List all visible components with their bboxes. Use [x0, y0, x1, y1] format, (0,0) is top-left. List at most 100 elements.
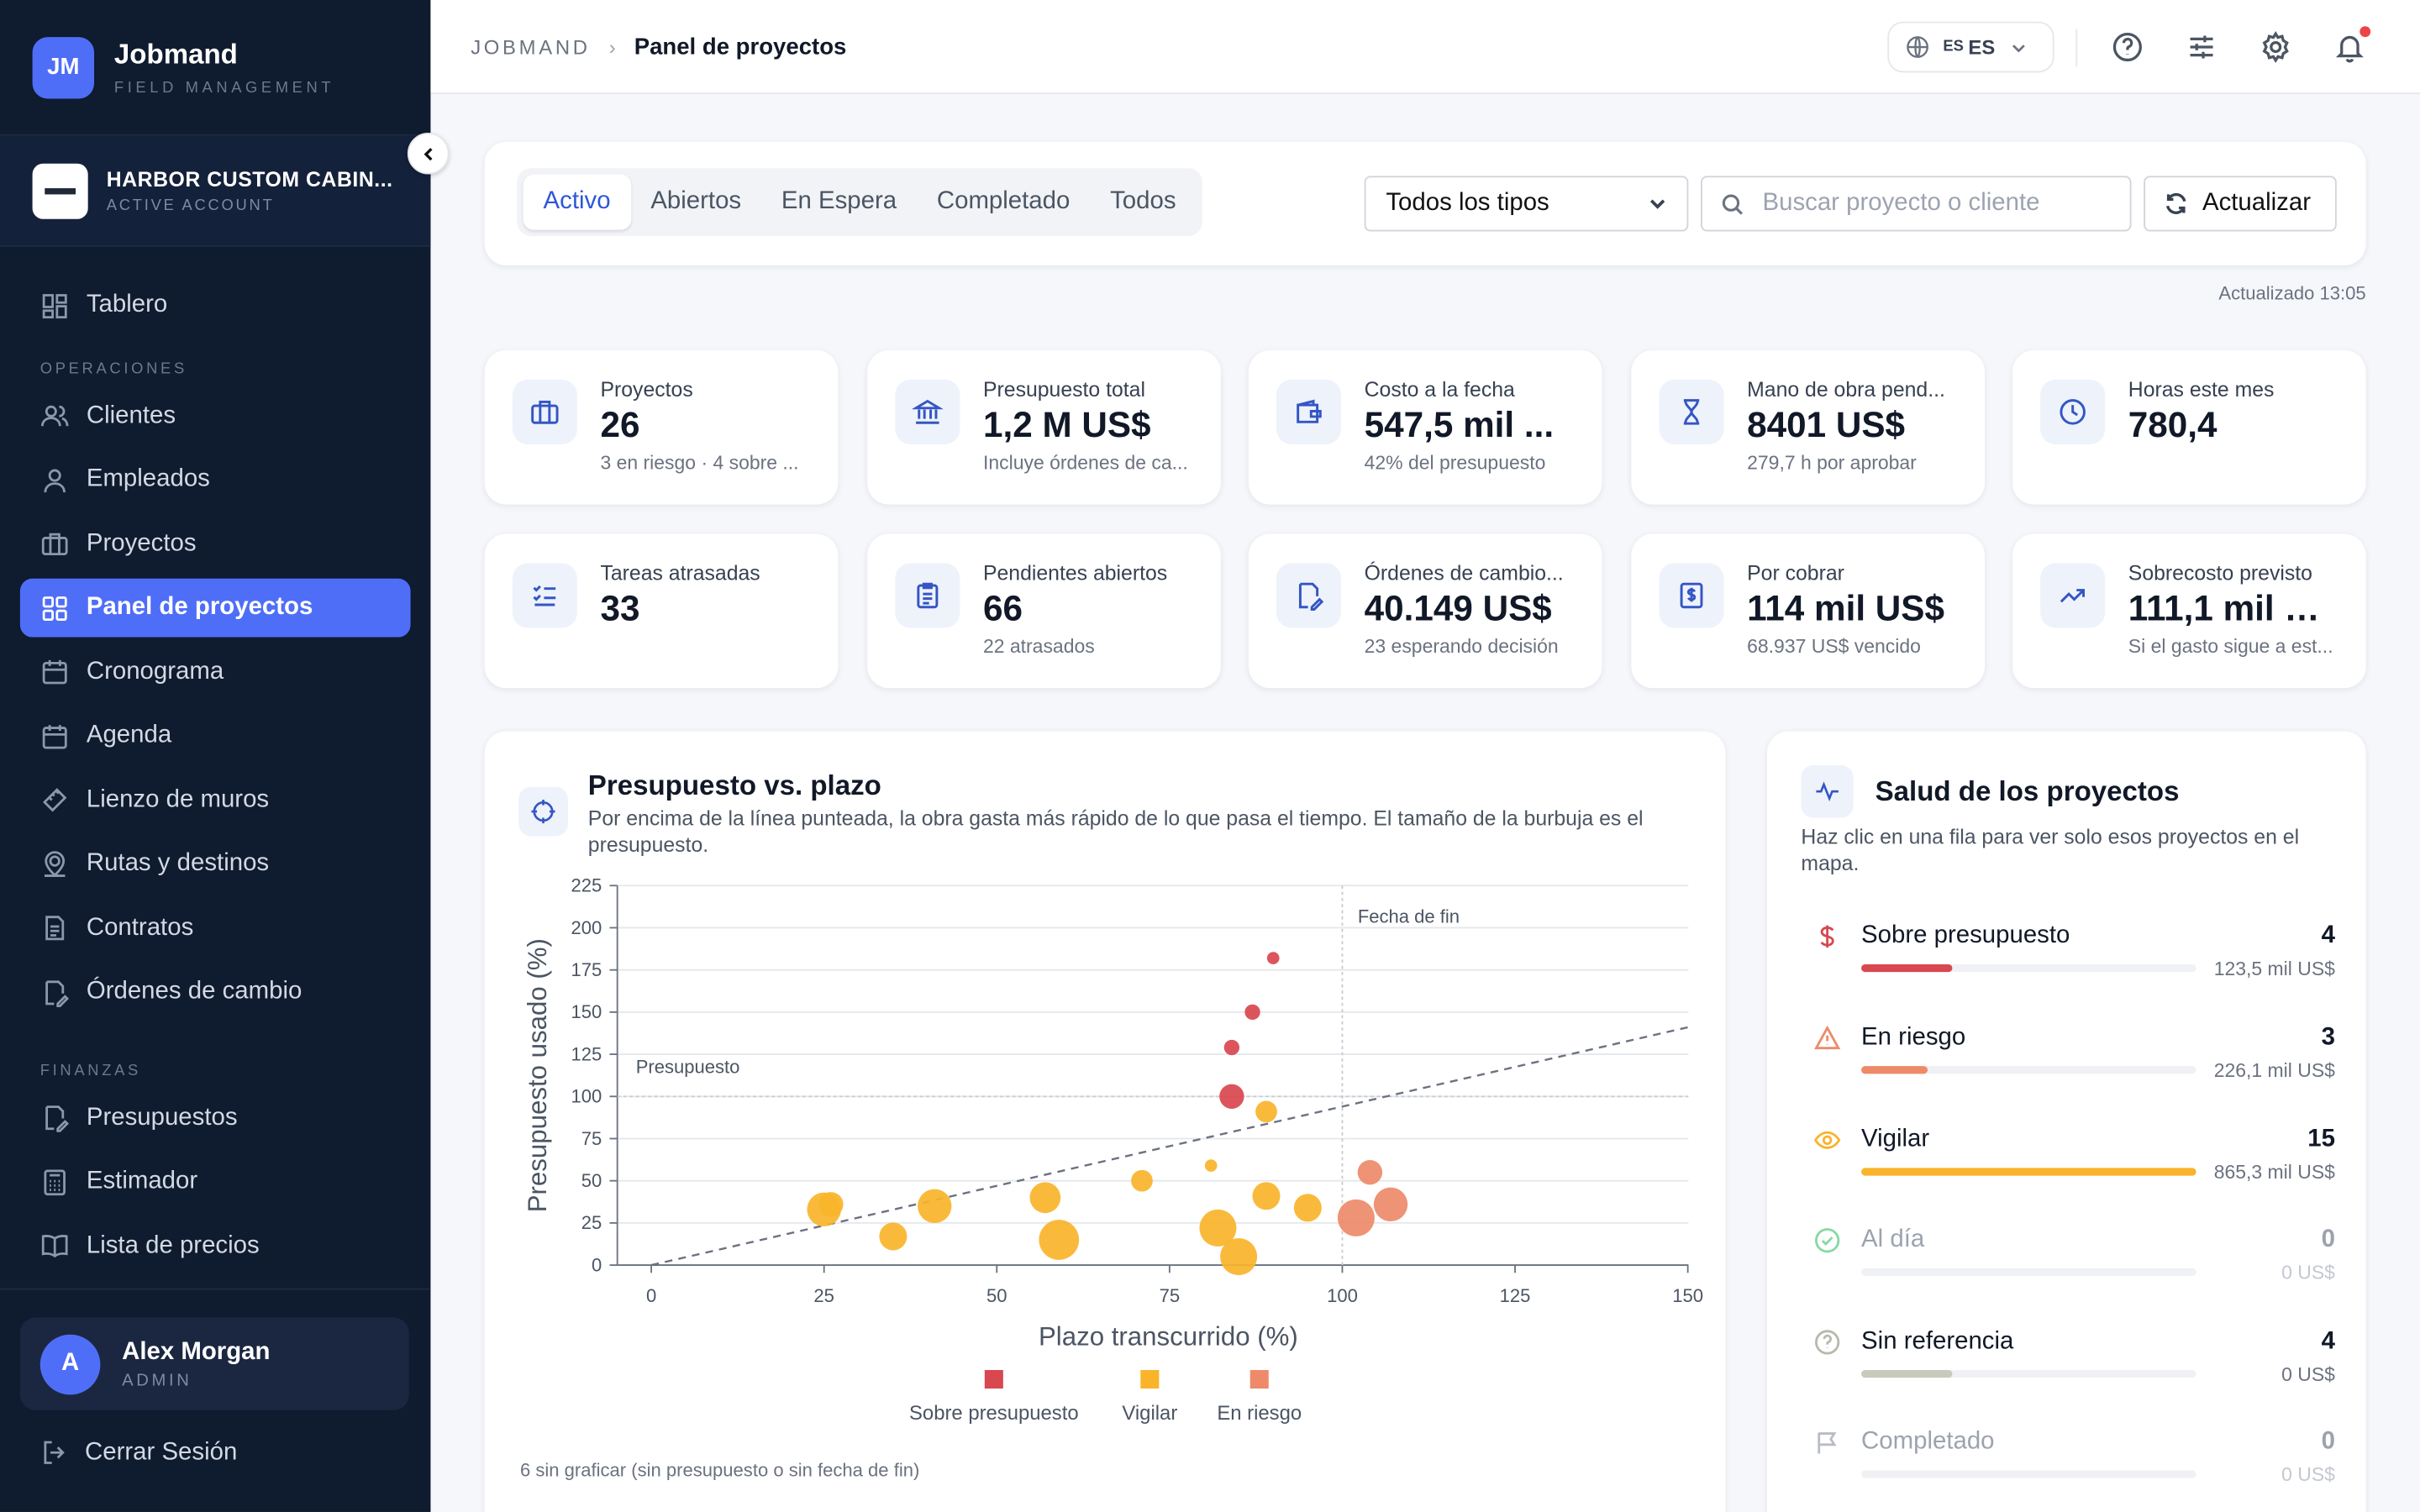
sidebar-item-cronograma[interactable]: Cronograma — [20, 643, 411, 701]
language-selector[interactable]: ES ES — [1887, 21, 2054, 73]
sidebar-item-lista-de-precios[interactable]: Lista de precios — [20, 1216, 411, 1275]
sidebar-item-proyectos[interactable]: Proyectos — [20, 515, 411, 574]
kpi-value: 114 mil US$ — [1747, 587, 1944, 628]
kpi-value: 780,4 — [2128, 404, 2217, 444]
logout-button[interactable]: Cerrar Sesión — [40, 1438, 237, 1467]
ruler-icon — [43, 788, 67, 812]
x-tick-label: 50 — [986, 1285, 1007, 1306]
health-row-al-dia[interactable]: Al día 0 0 US$ — [1801, 1226, 2335, 1304]
user-card[interactable]: A Alex Morgan ADMIN — [19, 1317, 409, 1410]
health-row-completado[interactable]: Completado 0 0 US$ — [1801, 1428, 2335, 1506]
health-row-track — [1861, 1066, 2196, 1074]
sidebar-item-panel-de-proyectos[interactable]: Panel de proyectos — [19, 578, 411, 638]
briefcase-icon — [41, 533, 68, 556]
kpi-card-pendientes-abiertos[interactable]: Pendientes abiertos 66 22 atrasados — [867, 533, 1221, 689]
kpi-label: Presupuesto total — [982, 377, 1145, 402]
scatter-chart: 0 25 50 75 100 125 150 175 200 225 0 25 50 75 100 125 15… — [523, 875, 1703, 1425]
tab-abiertos[interactable]: Abiertos — [650, 188, 742, 215]
language-code: ES — [1968, 35, 1996, 59]
sidebar-item-estimador[interactable]: Estimador — [20, 1152, 411, 1211]
type-select[interactable]: Todos los tipos — [1364, 176, 1689, 232]
kpi-card-presupuesto-total[interactable]: Presupuesto total 1,2 M US$ Incluye órde… — [867, 349, 1221, 505]
health-row-en-riesgo[interactable]: En riesgo 3 226,1 mil US$ — [1801, 1024, 2335, 1102]
kpi-sub: Incluye órdenes de ca... — [982, 452, 1188, 474]
sidebar-nav: Tablero OPERACIONES Clientes Empleados P… — [0, 276, 430, 1275]
kpi-label: Mano de obra pend... — [1747, 377, 1945, 402]
tab-activo[interactable]: Activo — [523, 174, 631, 230]
health-row-sin-referencia[interactable]: Sin referencia 4 0 US$ — [1801, 1328, 2335, 1405]
sidebar-item-ordenes-de-cambio[interactable]: Órdenes de cambio — [20, 963, 411, 1021]
legend-swatch — [1140, 1369, 1160, 1389]
legend-label: Vigilar — [1122, 1402, 1177, 1425]
sidebar-item-empleados[interactable]: Empleados — [20, 450, 411, 509]
kpi-label: Proyectos — [600, 377, 693, 402]
chart-description: Por encima de la línea punteada, la obra… — [587, 806, 1644, 857]
scatter-point — [1293, 1194, 1322, 1222]
health-row-label: Completado — [1861, 1428, 1995, 1456]
kpi-card-tareas-atrasadas[interactable]: Tareas atrasadas 33 — [484, 533, 839, 689]
y-axis-label: Presupuesto usado (%) — [523, 938, 552, 1212]
kpi-card-ordenes-de-cambio[interactable]: Órdenes de cambio... 40.149 US$ 23 esper… — [1248, 533, 1602, 689]
account-switcher[interactable]: HARBOR CUSTOM CABIN... ACTIVE ACCOUNT — [0, 135, 431, 247]
sidebar-item-clientes[interactable]: Clientes — [20, 386, 411, 445]
tab-en-espera[interactable]: En Espera — [781, 188, 897, 215]
brand-logo[interactable]: JM — [32, 36, 95, 98]
y-tick-label: 25 — [581, 1212, 602, 1233]
sidebar-item-label: Empleados — [86, 465, 210, 492]
tab-completado[interactable]: Completado — [936, 188, 1071, 215]
y-tick-label: 50 — [581, 1170, 602, 1191]
kpi-card-proyectos[interactable]: Proyectos 26 3 en riesgo · 4 sobre ... — [484, 349, 839, 505]
health-title: Salud de los proyectos — [1875, 775, 2180, 807]
kpi-value: 1,2 M US$ — [982, 404, 1151, 444]
sidebar-item-presupuestos[interactable]: Presupuestos — [20, 1089, 411, 1147]
health-row-fill — [1861, 963, 1952, 973]
sidebar-item-label: Agenda — [86, 722, 172, 748]
sidebar-collapse-button[interactable] — [407, 132, 450, 175]
scatter-point — [1255, 1100, 1277, 1123]
health-row-amount: 0 US$ — [2281, 1363, 2335, 1386]
check-circle-icon — [1815, 1228, 1840, 1253]
sidebar-item-contratos[interactable]: Contratos — [20, 899, 411, 958]
sidebar-item-agenda[interactable]: Agenda — [20, 706, 411, 765]
scatter-point — [1337, 1199, 1375, 1236]
scatter-point — [1204, 1159, 1218, 1172]
health-row-count: 4 — [2321, 922, 2335, 949]
health-row-fill — [1861, 1369, 1952, 1378]
kpi-card-por-cobrar[interactable]: Por cobrar 114 mil US$ 68.937 US$ vencid… — [1631, 533, 1985, 689]
search-input[interactable] — [1762, 189, 2102, 218]
sidebar-item-rutas-y-destinos[interactable]: Rutas y destinos — [20, 835, 411, 894]
kpi-label: Órdenes de cambio... — [1364, 561, 1564, 585]
refresh-button[interactable]: Actualizar — [2144, 176, 2337, 232]
help-icon[interactable] — [2112, 31, 2144, 64]
health-row-label: En riesgo — [1861, 1024, 1966, 1051]
document-edit-icon — [45, 979, 70, 1007]
kpi-card-costo-a-la-fecha[interactable]: Costo a la fecha 547,5 mil ... 42% del p… — [1248, 349, 1602, 505]
trending-up-icon — [2060, 589, 2086, 603]
sidebar-item-label: Presupuestos — [86, 1104, 238, 1131]
scatter-point — [1039, 1220, 1080, 1260]
language-flag: ES — [1943, 38, 1964, 56]
health-row-vigilar[interactable]: Vigilar 15 865,3 mil US$ — [1801, 1126, 2335, 1204]
sliders-icon[interactable] — [2186, 31, 2218, 64]
last-updated: Actualizado 13:05 — [2218, 282, 2366, 304]
y-tick-label: 200 — [571, 917, 602, 938]
gear-icon[interactable] — [2260, 31, 2292, 64]
bell-icon[interactable] — [2333, 31, 2366, 64]
sidebar-item-tablero[interactable]: Tablero — [20, 276, 411, 335]
sidebar-item-lienzo-de-muros[interactable]: Lienzo de muros — [20, 770, 411, 829]
account-name: HARBOR CUSTOM CABIN... — [106, 167, 393, 191]
kpi-card-horas-este-mes[interactable]: Horas este mes 780,4 — [2012, 349, 2366, 505]
chevron-down-icon — [2012, 44, 2025, 52]
pace-diagonal-line — [650, 1026, 1688, 1267]
crosshair-icon — [518, 786, 568, 837]
document-icon — [45, 916, 65, 941]
kpi-card-sobrecosto-previsto[interactable]: Sobrecosto previsto 111,1 mil US$ Si el … — [2012, 533, 2366, 689]
tab-todos[interactable]: Todos — [1110, 188, 1176, 215]
search-box — [1701, 176, 2132, 232]
kpi-card-mano-de-obra[interactable]: Mano de obra pend... 8401 US$ 279,7 h po… — [1631, 349, 1985, 505]
health-row-fill — [1861, 1168, 2196, 1176]
legend-swatch — [1249, 1369, 1269, 1389]
briefcase-icon — [531, 400, 559, 424]
breadcrumb-root[interactable]: JOBMAND — [471, 34, 591, 58]
health-row-sobre-presupuesto[interactable]: Sobre presupuesto 4 123,5 mil US$ — [1801, 922, 2335, 1000]
